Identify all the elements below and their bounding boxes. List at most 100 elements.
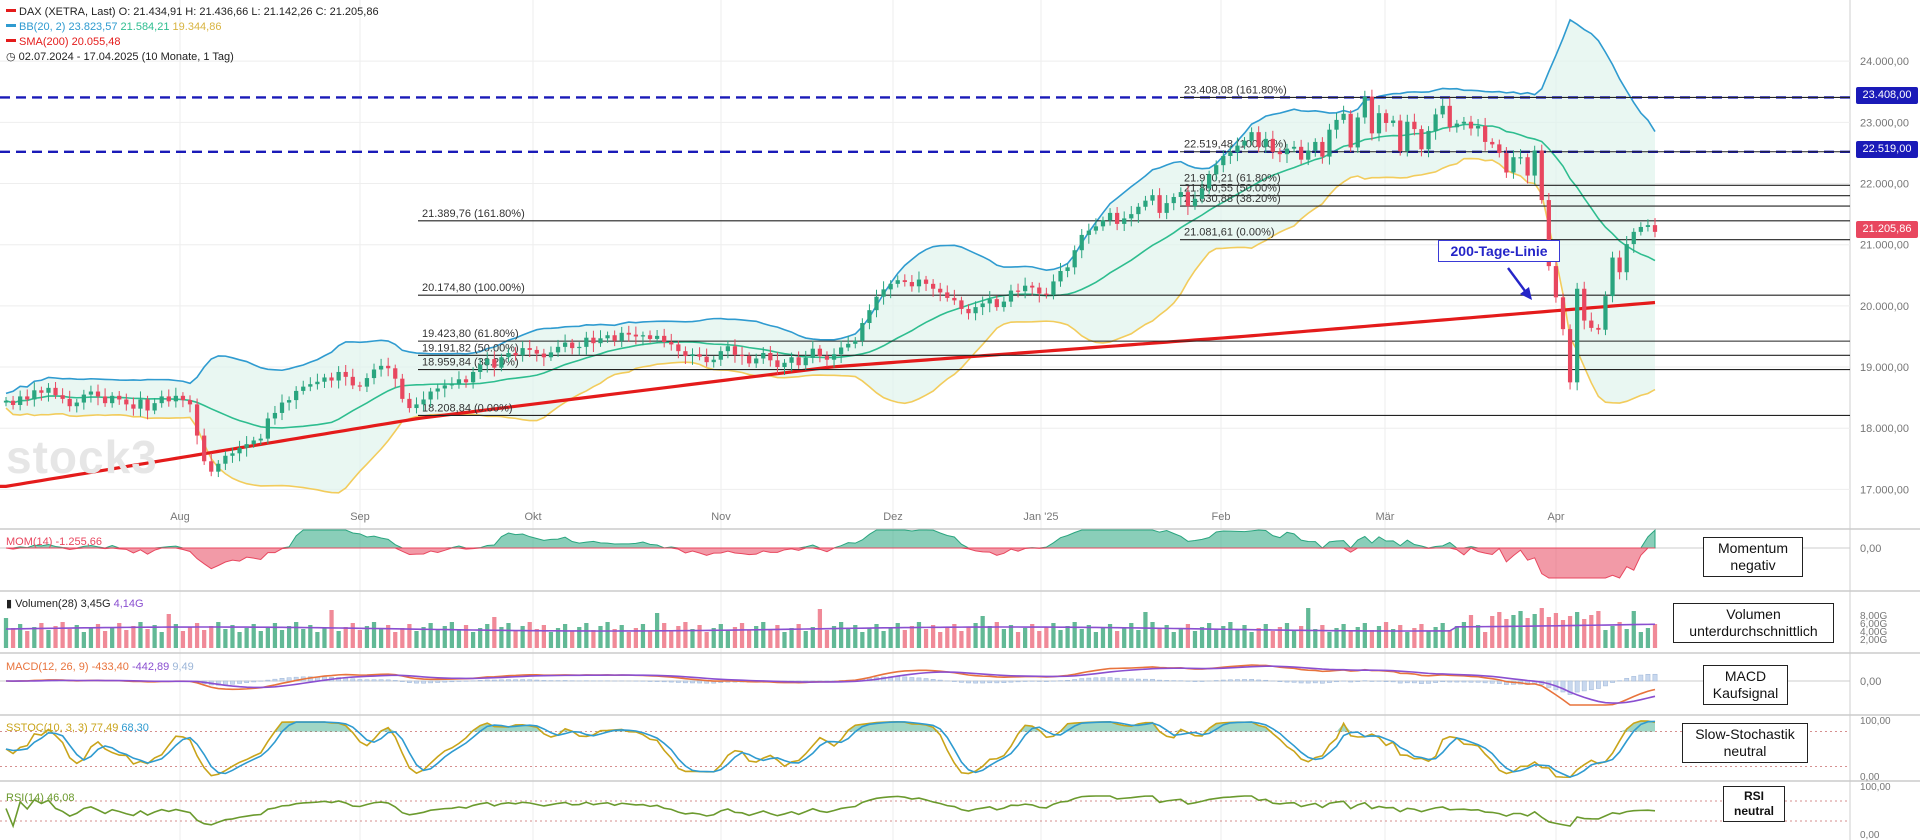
candle-up bbox=[1122, 218, 1127, 224]
volume-bar-down bbox=[400, 628, 405, 648]
candle-up bbox=[1001, 301, 1007, 308]
volume-bar-up bbox=[1207, 623, 1212, 648]
candle-down bbox=[1348, 113, 1353, 148]
candle-up bbox=[1058, 271, 1063, 282]
candle-up bbox=[1242, 140, 1247, 146]
volume-bar-down bbox=[676, 626, 681, 648]
candle-up bbox=[789, 357, 794, 363]
candle-up bbox=[1511, 157, 1516, 173]
volume-bar-up bbox=[831, 626, 837, 648]
macd-histogram-bar bbox=[534, 679, 540, 682]
volume-bar-down bbox=[994, 622, 999, 648]
volume-bar-up bbox=[584, 623, 589, 648]
candle-down bbox=[187, 400, 193, 405]
candle-up bbox=[294, 390, 299, 401]
candle-down bbox=[166, 396, 171, 402]
volume-bar-up bbox=[378, 629, 384, 648]
rsi-tick-100: 100,00 bbox=[1860, 782, 1891, 793]
volume-bar-down bbox=[1270, 631, 1275, 648]
volume-bar-up bbox=[1355, 627, 1360, 648]
macd-histogram-bar bbox=[923, 678, 929, 682]
macd-histogram-bar bbox=[1404, 680, 1410, 684]
macd-histogram-bar bbox=[1610, 680, 1615, 683]
candle-up bbox=[110, 395, 115, 404]
macd-histogram-bar bbox=[251, 680, 257, 683]
price-tag-lower: 22.519,00 bbox=[1856, 141, 1918, 158]
candle-up bbox=[1143, 200, 1148, 207]
macd-histogram-bar bbox=[937, 679, 943, 682]
volume-bar-up bbox=[1249, 632, 1254, 648]
volume-bar-up bbox=[640, 624, 646, 648]
candle-down bbox=[95, 391, 101, 397]
volume-bar-up bbox=[506, 623, 511, 648]
macd-histogram-bar bbox=[1624, 678, 1630, 682]
volume-bar-up bbox=[810, 627, 815, 648]
mom-legend-label: MOM(14) bbox=[6, 536, 53, 548]
macd-histogram-bar bbox=[966, 680, 971, 684]
macd-histogram-bar bbox=[895, 676, 901, 682]
volume-bar-up bbox=[301, 629, 306, 648]
volume-bar-down bbox=[1299, 626, 1304, 648]
volume-bar-down bbox=[1567, 616, 1573, 648]
macd-histogram-bar bbox=[392, 680, 398, 682]
volume-bar-up bbox=[881, 631, 886, 648]
candle-up bbox=[1008, 290, 1014, 302]
candle-up bbox=[258, 438, 263, 441]
volume-bar-up bbox=[478, 628, 483, 648]
volume-bar-up bbox=[754, 626, 759, 648]
candle-down bbox=[1412, 121, 1417, 130]
volume-bar-up bbox=[1228, 622, 1233, 648]
volume-bar-up bbox=[1235, 629, 1240, 648]
volume-bar-down bbox=[647, 631, 653, 648]
candle-down bbox=[959, 300, 964, 309]
watermark-logo: stock3 bbox=[6, 431, 158, 483]
candle-down bbox=[145, 399, 150, 411]
y-tick-label: 17.000,00 bbox=[1860, 484, 1909, 496]
macd-histogram-bar bbox=[1072, 679, 1078, 682]
volume-bar-up bbox=[1150, 622, 1155, 648]
candle-up bbox=[237, 447, 242, 454]
volume-bar-up bbox=[1610, 626, 1615, 648]
macd-histogram-bar bbox=[491, 679, 497, 682]
volume-bar-up bbox=[279, 630, 285, 648]
candle-up bbox=[725, 346, 731, 352]
macd-histogram-bar bbox=[1581, 680, 1587, 692]
volume-bar-down bbox=[952, 624, 957, 648]
volume-bar-up bbox=[442, 626, 447, 648]
candle-down bbox=[343, 371, 348, 377]
candle-down bbox=[357, 385, 362, 387]
candle-down bbox=[25, 396, 30, 400]
macd-histogram-bar bbox=[1235, 679, 1240, 682]
macd-histogram-bar bbox=[1412, 680, 1417, 684]
candle-up bbox=[1376, 113, 1382, 134]
volume-bar-up bbox=[3, 618, 9, 648]
volume-bar-up bbox=[1645, 628, 1651, 648]
macd-histogram-bar bbox=[399, 680, 405, 682]
candle-up bbox=[336, 371, 341, 381]
candle-up bbox=[1341, 113, 1346, 120]
macd-histogram-bar bbox=[237, 680, 242, 684]
macd-histogram-bar bbox=[654, 680, 660, 682]
macd-histogram-bar bbox=[1312, 680, 1318, 684]
macd-histogram-bar bbox=[1093, 677, 1099, 682]
macd-histogram-bar bbox=[414, 680, 419, 684]
macd-histogram-bar bbox=[1390, 680, 1396, 683]
macd-histogram-bar bbox=[541, 680, 547, 682]
macd-histogram-bar bbox=[286, 677, 292, 682]
volume-bar-up bbox=[1072, 622, 1077, 648]
volume-bar-down bbox=[739, 623, 745, 648]
x-tick-label: Mär bbox=[1376, 511, 1395, 523]
volume-bar-down bbox=[633, 628, 638, 648]
candle-down bbox=[541, 353, 546, 358]
candle-down bbox=[407, 398, 412, 409]
candle-down bbox=[350, 376, 355, 386]
macd-histogram-bar bbox=[371, 679, 377, 682]
candle-up bbox=[152, 403, 157, 411]
candle-up bbox=[159, 396, 164, 404]
volume-bar-down bbox=[131, 626, 136, 648]
macd-histogram-bar bbox=[930, 679, 936, 682]
candle-up bbox=[1426, 130, 1431, 150]
volume-bar-down bbox=[357, 630, 362, 648]
candle-down bbox=[1299, 146, 1304, 160]
macd-histogram-bar bbox=[477, 680, 483, 682]
